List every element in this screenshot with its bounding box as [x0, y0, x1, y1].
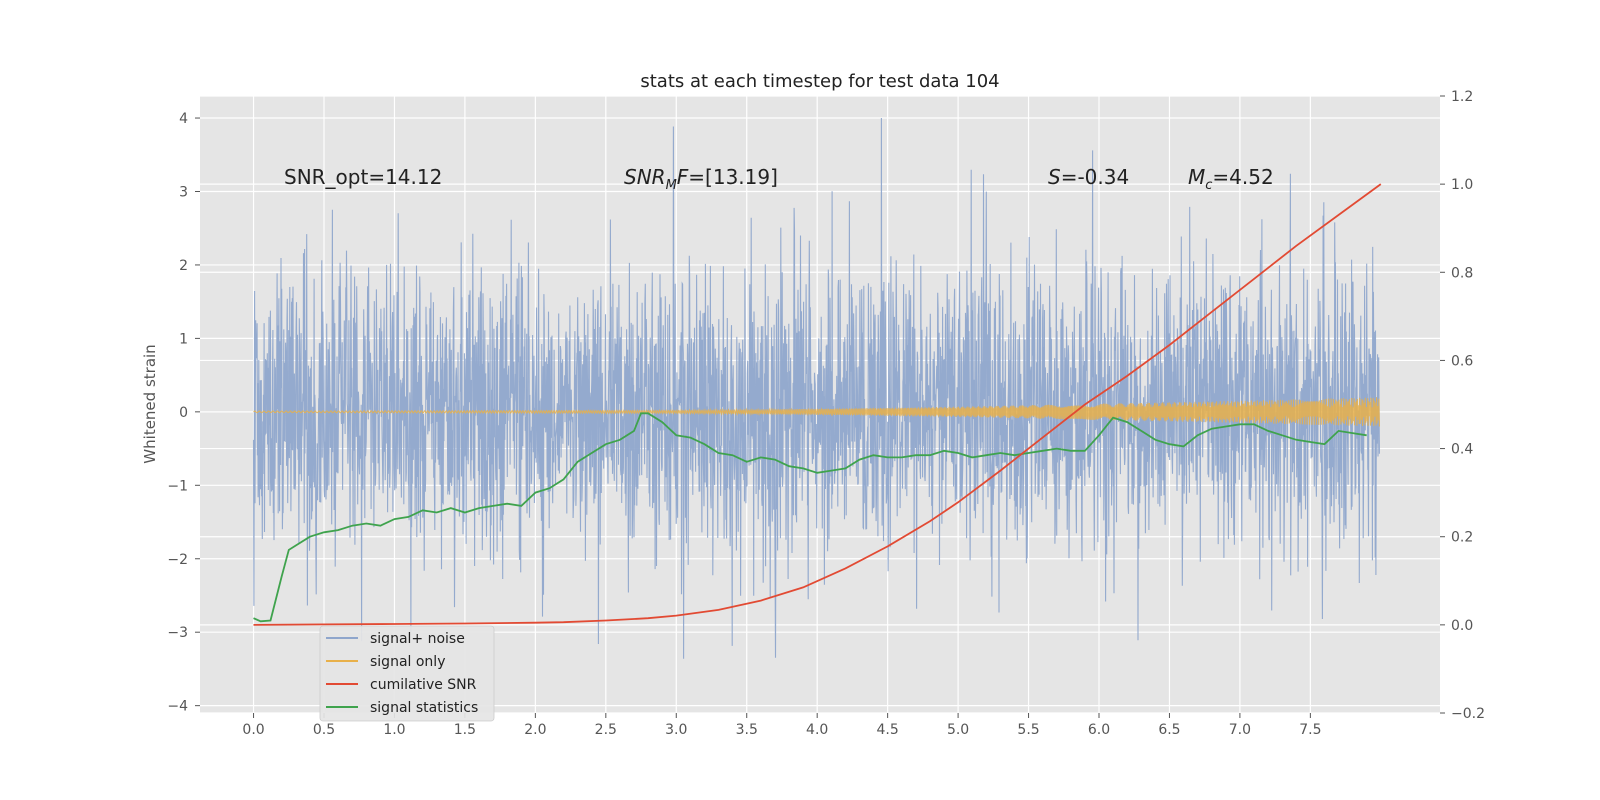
- y2-tick-label: 1.2: [1451, 89, 1473, 105]
- y-tick-label: −1: [167, 478, 188, 494]
- y-axis-label: Whitened strain: [141, 344, 159, 463]
- x-tick-label: 2.5: [595, 722, 617, 738]
- y2-tick-label: −0.2: [1451, 706, 1485, 722]
- cumilative-snr-line: [253, 183, 1382, 626]
- annotation-s-value: S=-0.34: [1048, 165, 1129, 189]
- y2-tick-label: 0.6: [1451, 353, 1473, 369]
- y-tick-label: 4: [179, 111, 188, 127]
- annotation-mc-value: Mc=4.52: [1188, 165, 1274, 193]
- y-tick-label: −3: [167, 625, 188, 641]
- x-tick-label: 1.0: [383, 722, 405, 738]
- signal-noise-trace: [252, 117, 1380, 659]
- annotation-snr-mf: SNRMF=[13.19]: [624, 165, 778, 193]
- annotation-snr-opt-text: SNR_opt=14.12: [284, 165, 442, 189]
- y2-tick-label: 0.8: [1451, 265, 1473, 281]
- y2-tick-label: 0.4: [1451, 442, 1473, 458]
- x-tick-label: 2.0: [524, 722, 546, 738]
- right-axis-series: [253, 183, 1382, 626]
- legend-label-cumilative-snr: cumilative SNR: [370, 677, 477, 693]
- y-tick-label: 1: [179, 331, 188, 347]
- x-tick-label: 0.0: [242, 722, 264, 738]
- x-tick-label: 6.0: [1088, 722, 1110, 738]
- annotation-snr-mf-symbol: SNR: [624, 165, 666, 189]
- x-tick-label: 1.5: [454, 722, 476, 738]
- annotation-mc-value-text: =4.52: [1212, 165, 1273, 189]
- x-tick-label: 6.5: [1158, 722, 1180, 738]
- annotation-snr-mf-subscript: M: [666, 178, 677, 193]
- annotation-s-value-text: =-0.34: [1061, 165, 1130, 189]
- x-tick-label: 7.0: [1229, 722, 1251, 738]
- x-tick-label: 0.5: [313, 722, 335, 738]
- annotation-snr-mf-symbol2: F: [677, 165, 689, 189]
- y-tick-label: 0: [179, 405, 188, 421]
- legend-box: [319, 625, 495, 722]
- signal-statistics-line: [253, 412, 1367, 623]
- y2-tick-label: 1.0: [1451, 177, 1473, 193]
- x-tick-label: 3.5: [736, 722, 758, 738]
- annotation-snr-opt: SNR_opt=14.12: [284, 165, 442, 189]
- annotation-mc-subscript: c: [1205, 178, 1212, 193]
- annotation-s-symbol: S: [1048, 165, 1061, 189]
- axes: 0.0 0.5 1.0 1.5 2.0 2.5 3.0 3.5 4.0 4.5 5.0 5.5 6.0 6…: [167, 89, 1485, 738]
- legend-label-signal-only: signal only: [370, 654, 445, 670]
- signal-only-series: [253, 397, 1380, 427]
- y-tick-label: −4: [167, 699, 188, 715]
- y-tick-label: 2: [179, 258, 188, 274]
- y-tick-label: −2: [167, 552, 188, 568]
- legend-label-signal-statistics: signal statistics: [370, 700, 478, 716]
- legend-label-signal-noise: signal+ noise: [370, 631, 465, 647]
- x-tick-label: 7.5: [1299, 722, 1321, 738]
- x-tick-label: 4.5: [877, 722, 899, 738]
- signal-only-trace: [253, 397, 1380, 427]
- annotation-mc-symbol: M: [1188, 165, 1205, 189]
- x-tick-label: 3.0: [665, 722, 687, 738]
- y-tick-label: 3: [179, 184, 188, 200]
- legend: signal+ noise signal only cumilative SNR…: [319, 625, 495, 722]
- y2-tick-label: 0.0: [1451, 618, 1473, 634]
- annotation-snr-mf-value: =[13.19]: [688, 165, 778, 189]
- x-tick-label: 5.5: [1017, 722, 1039, 738]
- x-tick-label: 5.0: [947, 722, 969, 738]
- y2-tick-label: 0.2: [1451, 530, 1473, 546]
- x-tick-label: 4.0: [806, 722, 828, 738]
- signal-noise-series: [252, 117, 1380, 659]
- chart-title: stats at each timestep for test data 104: [640, 71, 999, 92]
